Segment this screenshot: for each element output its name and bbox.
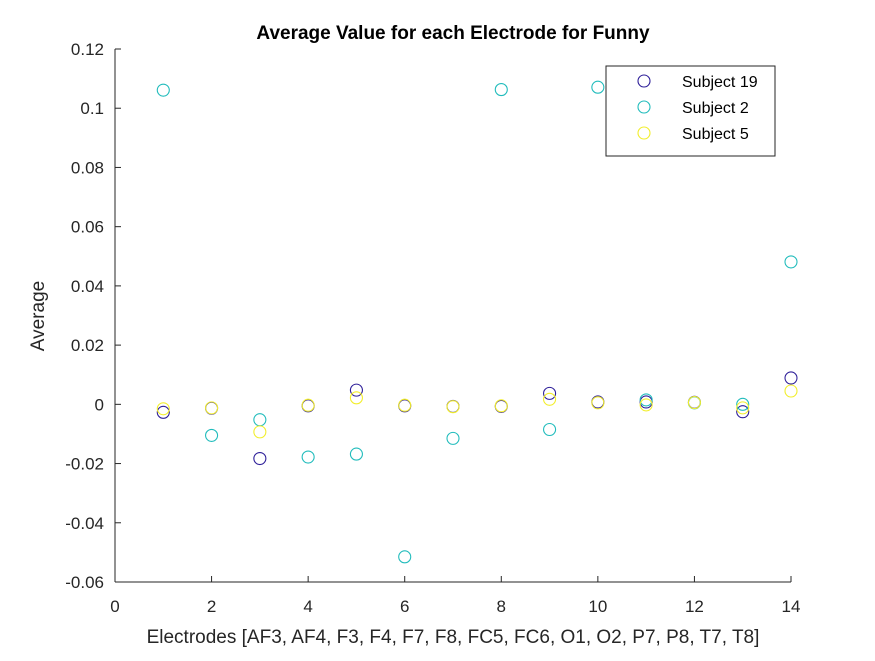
y-tick-label: 0.12 (71, 40, 104, 59)
data-point (736, 397, 750, 411)
data-point (639, 398, 653, 412)
legend-label: Subject 2 (682, 100, 749, 117)
y-tick-label: -0.06 (65, 573, 104, 592)
data-point (639, 393, 653, 407)
legend-marker (637, 126, 651, 140)
y-tick-label: 0.06 (71, 218, 104, 237)
data-point (253, 451, 267, 466)
data-point (543, 386, 557, 400)
y-tick-label: 0.02 (71, 336, 104, 355)
legend-label: Subject 5 (682, 126, 749, 143)
legend: Subject 19 Subject 2 Subject 5 (605, 65, 776, 157)
y-tick-label: 0.04 (71, 277, 104, 296)
y-axis-title: Average (28, 281, 49, 351)
data-point (784, 371, 798, 385)
data-point (494, 399, 508, 413)
x-tick-label: 6 (400, 597, 409, 616)
chart-title: Average Value for each Electrode for Fun… (256, 23, 650, 44)
data-point (591, 396, 605, 410)
x-tick-label: 0 (110, 597, 119, 616)
y-tick-label: -0.02 (65, 455, 104, 474)
x-tick-label: 12 (685, 597, 704, 616)
x-axis-title: Electrodes [AF3, AF4, F3, F4, F7, F8, FC… (147, 627, 760, 648)
series-3 (156, 384, 798, 439)
y-tick-label: 0 (95, 395, 104, 414)
legend-marker (637, 100, 651, 114)
y-tick-label: 0.1 (80, 99, 104, 118)
x-tick-label: 8 (497, 597, 506, 616)
data-point (446, 400, 460, 414)
data-point (301, 398, 315, 412)
data-point (205, 401, 219, 415)
data-point (156, 402, 170, 416)
data-point (301, 450, 315, 464)
data-point (736, 405, 750, 419)
legend-marker (637, 74, 651, 88)
data-point (446, 431, 460, 445)
y-tick-label: 0.08 (71, 158, 104, 177)
legend-box (605, 65, 776, 157)
data-point (156, 83, 170, 97)
data-point (687, 396, 701, 410)
data-point (543, 422, 557, 437)
x-tick-label: 4 (303, 597, 312, 616)
data-point (543, 392, 557, 406)
data-points (156, 80, 798, 564)
axes: 0 2 4 6 8 10 12 14 -0.06 -0.04 -0.02 0 0.02 0.04 0.06 0… (65, 40, 800, 616)
y-tick-label: -0.04 (65, 514, 104, 533)
data-point (784, 384, 798, 398)
x-tick-label: 14 (782, 597, 801, 616)
data-point (398, 398, 412, 412)
legend-label: Subject 19 (682, 74, 758, 91)
data-point (784, 255, 798, 269)
data-point (591, 80, 605, 94)
data-point (494, 83, 508, 97)
data-point (205, 428, 219, 442)
data-point (349, 447, 363, 461)
data-point (398, 550, 412, 564)
data-point (156, 405, 170, 419)
x-tick-label: 2 (207, 597, 216, 616)
data-point (349, 391, 363, 405)
data-point (253, 425, 267, 439)
data-point (349, 383, 363, 397)
data-point (736, 401, 750, 415)
x-tick-label: 10 (588, 597, 607, 616)
